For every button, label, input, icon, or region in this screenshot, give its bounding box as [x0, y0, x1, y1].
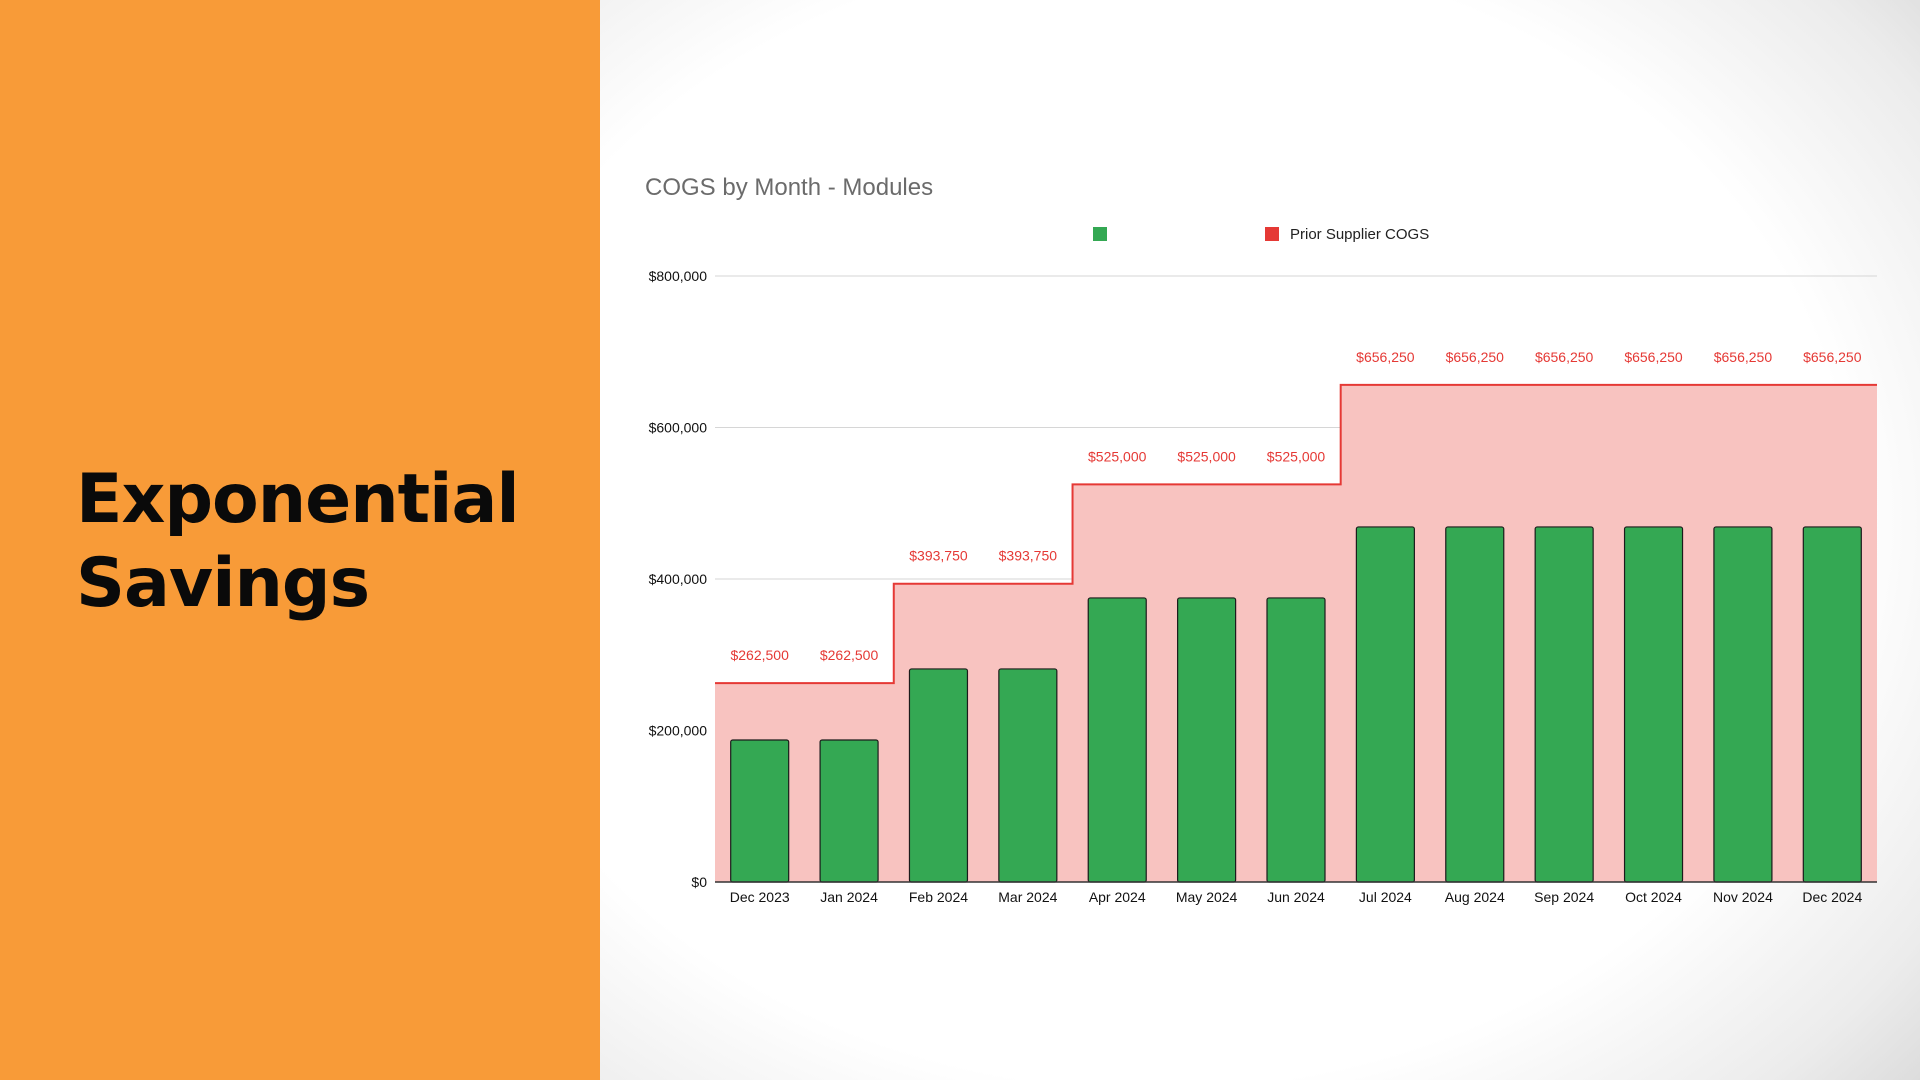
data-label: $262,500 [730, 647, 789, 663]
data-label: $656,250 [1803, 349, 1862, 365]
slide-title-line-1: Exponential [76, 460, 520, 539]
x-tick-label: Nov 2024 [1713, 889, 1773, 905]
x-tick-label: Oct 2024 [1625, 889, 1682, 905]
x-tick-label: Sep 2024 [1534, 889, 1594, 905]
data-label: $656,250 [1624, 349, 1683, 365]
data-label: $525,000 [1177, 448, 1236, 464]
data-label: $393,750 [999, 548, 1058, 564]
data-label: $393,750 [909, 548, 968, 564]
data-label: $525,000 [1267, 448, 1326, 464]
legend-swatch-green [1093, 227, 1107, 241]
data-label: $525,000 [1088, 448, 1147, 464]
y-tick-label: $200,000 [649, 723, 708, 739]
bar [1177, 597, 1237, 883]
x-tick-label: Jul 2024 [1359, 889, 1412, 905]
x-tick-label: Jan 2024 [820, 889, 878, 905]
data-label: $656,250 [1446, 349, 1505, 365]
bar [1713, 526, 1773, 883]
slide-title-line-2: Savings [76, 544, 370, 623]
bar [1802, 526, 1862, 883]
y-tick-label: $400,000 [649, 571, 708, 587]
x-tick-label: Jun 2024 [1267, 889, 1325, 905]
cogs-chart: COGS by Month - Modules Prior Supplier C… [645, 174, 1877, 905]
chart-legend: Prior Supplier COGS [1093, 226, 1429, 243]
x-tick-label: May 2024 [1176, 889, 1238, 905]
x-tick-label: Apr 2024 [1089, 889, 1146, 905]
left-panel: Exponential Savings [0, 0, 600, 1080]
slide-title: Exponential Savings [76, 458, 596, 626]
legend-label-prior-supplier: Prior Supplier COGS [1290, 226, 1429, 243]
legend-swatch-red [1265, 227, 1279, 241]
y-axis: $0 $200,000 $400,000 $600,000 $800,000 [649, 268, 708, 890]
prior-supplier-step-line [715, 383, 1877, 685]
x-tick-label: Feb 2024 [909, 889, 968, 905]
data-label: $656,250 [1535, 349, 1594, 365]
x-tick-label: Dec 2023 [730, 889, 790, 905]
bar [1445, 526, 1505, 883]
x-tick-label: Mar 2024 [998, 889, 1057, 905]
bar [1087, 597, 1147, 883]
data-label: $656,250 [1714, 349, 1773, 365]
y-tick-label: $800,000 [649, 268, 708, 284]
data-label: $262,500 [820, 647, 879, 663]
bar [1534, 526, 1594, 883]
y-tick-label: $600,000 [649, 420, 708, 436]
data-label: $656,250 [1356, 349, 1415, 365]
bar [1623, 526, 1684, 883]
x-tick-label: Dec 2024 [1802, 889, 1862, 905]
bar [1266, 597, 1326, 883]
bar [730, 739, 790, 883]
bar [1355, 526, 1415, 883]
x-tick-label: Aug 2024 [1445, 889, 1505, 905]
bar [998, 668, 1058, 883]
bar [819, 739, 879, 883]
y-tick-label: $0 [691, 874, 707, 890]
chart-panel: COGS by Month - Modules Prior Supplier C… [600, 0, 1920, 1080]
x-axis: Dec 2023 Jan 2024 Feb 2024 Mar 2024 Apr 2024… [715, 881, 1877, 905]
data-labels: $262,500 $262,500 $393,750 $393,750 $525,000… [730, 349, 1861, 663]
bar-series [730, 526, 1862, 883]
bar [908, 668, 969, 883]
chart-title: COGS by Month - Modules [645, 174, 933, 201]
